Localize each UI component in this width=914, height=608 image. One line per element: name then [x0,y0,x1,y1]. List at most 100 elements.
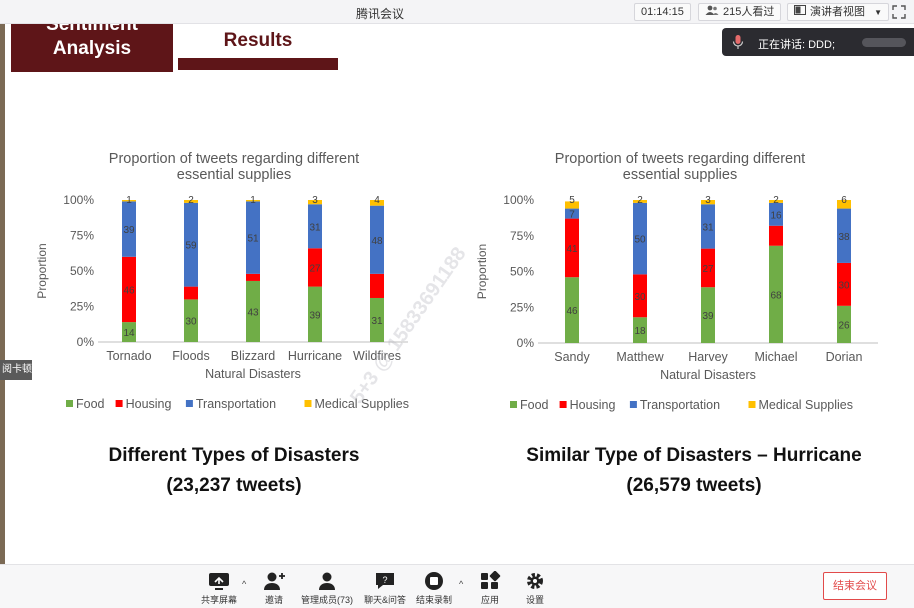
data-label: 46 [566,306,578,317]
side-notice-tag[interactable]: 阅卡顿 [0,360,32,380]
data-label: 39 [123,225,135,236]
x-tick-label: Hurricane [288,349,342,363]
legend-label: Food [76,397,105,411]
bar-segment-transportation [837,208,851,263]
bar-segment-transportation [246,201,260,274]
legend-label: Transportation [640,398,720,412]
view-mode-dropdown[interactable]: 演讲者视图 ▼ [787,3,889,21]
bar-segment-transportation [565,208,579,219]
data-label: 6 [841,195,847,206]
caption-right: Similar Type of Disasters – Hurricane (2… [500,441,888,501]
caption-left-line1: Different Types of Disasters [108,445,360,466]
app-title: 腾讯会议 [355,7,404,21]
bar-segment-housing [184,286,198,300]
data-label: 1 [126,195,132,206]
invite-button[interactable]: 邀请 [246,569,302,607]
viewers-button[interactable]: 215人看过 [698,3,782,21]
bar-segment-food [184,299,198,342]
bar-segment-medical-supplies [308,200,322,205]
y-axis-label: Proportion [35,243,49,298]
microphone-icon [732,34,744,53]
chart-left-title-line2: essential supplies [176,167,292,183]
header-results: Results [223,30,293,51]
x-tick-label: Michael [754,350,797,364]
bar-segment-medical-supplies [837,200,851,209]
data-label: 2 [188,195,194,206]
legend-label: Medical Supplies [315,397,410,411]
data-label: 68 [770,290,782,301]
share-options-chevron-icon[interactable]: ^ [242,579,247,589]
x-tick-label: Tornado [106,349,151,363]
chart-right-title-line1: Proportion of tweets regarding different [554,151,806,167]
x-tick-label: Wildfires [353,349,401,363]
bar-segment-food [370,297,384,342]
bar-segment-medical-supplies [565,201,579,209]
legend-label: Medical Supplies [759,398,854,412]
data-label: 31 [371,316,383,327]
chart-left-title: Proportion of tweets regarding different… [84,151,384,183]
bar-segment-transportation [184,202,198,287]
meeting-timer: 01:14:15 [634,3,691,21]
y-tick-label: 0% [517,336,535,350]
y-tick-label: 75% [70,229,94,243]
bar-segment-housing [837,262,851,306]
record-options-chevron-icon[interactable]: ^ [459,579,464,589]
bar-segment-housing [633,274,647,318]
bar-segment-housing [769,225,783,246]
stop-recording-button[interactable]: 结束录制 [406,569,462,607]
caption-right-line2: (26,579 tweets) [626,475,762,496]
settings-button[interactable]: 设置 [507,569,563,607]
data-label: 46 [123,285,135,296]
caption-left-line2: (23,237 tweets) [166,475,302,496]
bar-segment-transportation [769,202,783,226]
chat-icon: ? [376,573,394,589]
end-meeting-button[interactable]: 结束会议 [823,572,887,600]
manage-members-label: 管理成员(73) [300,595,353,605]
bar-segment-housing [565,218,579,278]
stop-recording-label: 结束录制 [415,595,452,605]
members-icon [319,572,335,590]
data-label: 50 [634,235,646,246]
share-screen-button[interactable]: 共享屏幕 [191,569,247,607]
chart-left: 0% 25% 50% 75% 100% Proportion 1 4 46 39 1 Tornado 3… [35,193,410,411]
data-label: 30 [185,317,197,328]
meeting-toolbar: 共享屏幕 ^ 邀请 管理成员(73) ? 聊天&问答 结束录制 ^ 应用 设置 [0,564,914,608]
fullscreen-icon[interactable] [892,5,906,19]
manage-members-button[interactable]: 管理成员(73) [299,569,355,607]
data-label: 39 [309,310,321,321]
y-tick-label: 0% [77,335,95,349]
chart-left-title-line1: Proportion of tweets regarding different [108,151,360,167]
y-tick-label: 50% [510,265,534,279]
speaker-name-blur [862,38,906,47]
header-results-bar [178,58,338,70]
data-label: 30 [838,280,850,291]
bar-segment-medical-supplies [246,200,260,202]
bar-segment-medical-supplies [122,200,136,202]
header-sentiment-analysis: Sentiment Analysis [11,24,173,72]
bar-segment-transportation [701,204,715,249]
apps-button[interactable]: 应用 [462,569,518,607]
x-tick-label: Blizzard [231,349,276,363]
chart-right-title: Proportion of tweets regarding different… [530,151,830,183]
x-axis-label: Natural Disasters [660,368,756,382]
chat-qa-button[interactable]: ? 聊天&问答 [357,569,413,607]
caption-right-line1: Similar Type of Disasters – Hurricane [526,445,862,466]
data-label: 1 [250,195,256,206]
x-tick-label: Matthew [616,350,664,364]
y-tick-label: 25% [70,300,94,314]
data-label: 4 [374,195,380,206]
y-tick-label: 50% [70,264,94,278]
chevron-down-icon: ▼ [874,8,882,17]
speaking-indicator: 正在讲话: DDD; [722,28,914,56]
bar-segment-transportation [122,201,136,257]
bar-segment-medical-supplies [769,200,783,203]
bar-segment-food [837,305,851,343]
bar-segment-food [701,287,715,343]
legend-label: Housing [570,398,616,412]
bar-segment-food [246,280,260,342]
speaking-label: 正在讲话: DDD; [758,39,835,51]
data-label: 51 [247,234,259,245]
y-tick-label: 100% [63,193,94,207]
x-tick-label: Floods [172,349,210,363]
shared-slide: Sentiment Analysis Results Proportion of… [0,24,914,564]
